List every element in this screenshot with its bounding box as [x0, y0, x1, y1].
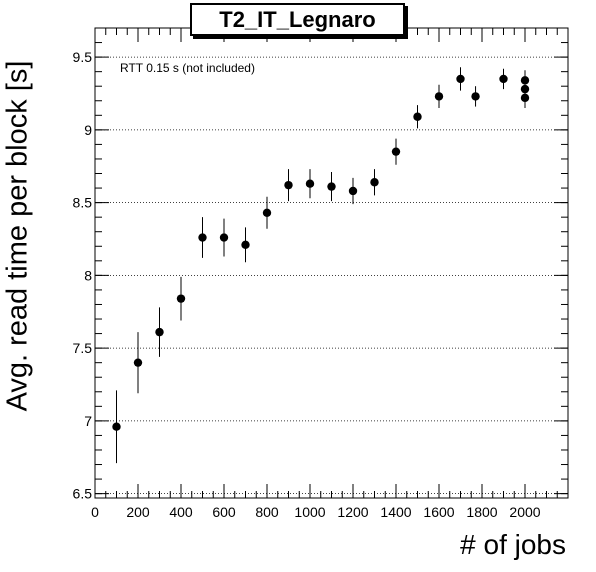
- data-point: [155, 327, 164, 337]
- y-gridlines: [95, 56, 568, 495]
- data-point: [520, 93, 530, 103]
- x-tick-label: 800: [255, 504, 279, 520]
- x-tick-label: 1400: [380, 504, 411, 520]
- data-point: [434, 92, 444, 101]
- data-point: [305, 179, 315, 188]
- y-tick-label: 9: [84, 122, 92, 138]
- data-point: [219, 233, 229, 242]
- y-tick-label: 8: [84, 267, 92, 283]
- x-tick-label: 1000: [294, 504, 325, 520]
- x-tick-label: 0: [91, 504, 99, 520]
- data-points: [112, 67, 530, 464]
- y-axis-label: Avg. read time per block [s]: [1, 60, 34, 412]
- x-tick-label: 400: [169, 504, 193, 520]
- y-tick-label: 9.5: [73, 49, 93, 65]
- y-tick-label: 8.5: [73, 195, 93, 211]
- x-tick-label: 1800: [466, 504, 497, 520]
- rtt-annotation: RTT 0.15 s (not included): [120, 61, 255, 75]
- x-tick-label: 200: [126, 504, 150, 520]
- data-point: [471, 92, 480, 101]
- x-axis: 0 200 400 600 800 1000 1200 1400 1600 1800 2000: [91, 28, 558, 520]
- x-tick-label: 2000: [509, 504, 540, 520]
- y-axis: 6.5 7 7.5 8 8.5 9 9.5: [73, 27, 568, 502]
- data-point: [413, 112, 422, 121]
- data-point: [241, 240, 250, 250]
- data-point: [499, 74, 508, 84]
- x-tick-label: 1200: [337, 504, 368, 520]
- data-point: [327, 182, 336, 191]
- data-point: [112, 422, 121, 431]
- x-tick-label: 600: [212, 504, 236, 520]
- data-point: [456, 74, 465, 84]
- data-point: [133, 358, 143, 367]
- data-point: [262, 208, 272, 217]
- data-point: [284, 180, 293, 190]
- chart-title: T2_IT_Legnaro: [190, 3, 405, 36]
- y-tick-label: 6.5: [73, 486, 93, 502]
- x-tick-label: 1600: [423, 504, 454, 520]
- data-point: [176, 294, 186, 303]
- y-tick-label: 7: [84, 413, 92, 429]
- x-axis-label: # of jobs: [460, 529, 566, 560]
- data-point: [391, 147, 401, 156]
- data-point: [370, 178, 379, 187]
- data-point: [348, 186, 358, 196]
- plot-frame: [94, 27, 569, 499]
- data-point: [198, 233, 207, 242]
- y-tick-label: 7.5: [73, 340, 93, 356]
